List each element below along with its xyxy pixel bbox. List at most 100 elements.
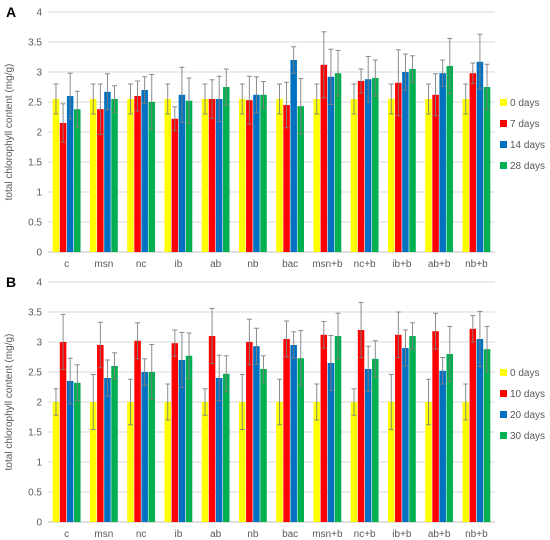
bar bbox=[432, 94, 439, 252]
bar bbox=[148, 372, 156, 522]
bar bbox=[141, 90, 148, 252]
legend-label: 7 days bbox=[510, 119, 539, 130]
chart-panel-b: B 0 0.5 1 1.5 2 2.5 3 3.5 4 total chlorophyll con… bbox=[0, 270, 550, 540]
bar bbox=[89, 402, 97, 522]
bar bbox=[439, 370, 446, 522]
panel-label-a: A bbox=[6, 4, 17, 20]
x-tick-label: ib bbox=[174, 259, 182, 270]
bar bbox=[357, 330, 365, 522]
y-tick-label: 0 bbox=[36, 518, 42, 529]
bar-chart-b: 0 0.5 1 1.5 2 2.5 3 3.5 4 total chlorophyll conte… bbox=[4, 278, 545, 540]
bar bbox=[320, 64, 328, 252]
bar bbox=[215, 378, 223, 522]
bar bbox=[476, 339, 484, 522]
bar bbox=[260, 94, 267, 252]
bar bbox=[178, 94, 186, 252]
y-tick-label: 1 bbox=[36, 458, 42, 469]
bar bbox=[171, 118, 179, 252]
bar bbox=[334, 73, 342, 252]
bar bbox=[111, 99, 118, 252]
x-tick-label: ib+b bbox=[392, 259, 412, 270]
x-tick-label: c bbox=[64, 259, 69, 270]
bar bbox=[52, 99, 60, 252]
bar bbox=[462, 99, 469, 252]
legend-swatch bbox=[500, 411, 507, 418]
bar bbox=[134, 340, 141, 522]
y-tick-label: 2 bbox=[36, 128, 42, 139]
bar bbox=[446, 354, 454, 522]
bar bbox=[208, 336, 216, 522]
bar bbox=[327, 76, 335, 252]
bar bbox=[164, 402, 171, 522]
x-tick-label: c bbox=[64, 529, 69, 540]
bar bbox=[372, 78, 379, 252]
bar bbox=[66, 96, 74, 252]
bar bbox=[178, 360, 186, 522]
bar bbox=[74, 382, 81, 522]
x-tick-label: nb bbox=[247, 259, 259, 270]
y-tick-label: 3 bbox=[36, 338, 42, 349]
bar bbox=[185, 100, 193, 252]
bar bbox=[164, 99, 171, 252]
legend-swatch bbox=[500, 141, 507, 148]
bar bbox=[66, 381, 74, 522]
y-tick-label: 1.5 bbox=[28, 428, 42, 439]
bar bbox=[372, 358, 379, 522]
y-tick-label: 4 bbox=[36, 8, 42, 19]
bar bbox=[469, 73, 477, 252]
bar bbox=[134, 96, 141, 252]
legend-label: 20 days bbox=[510, 410, 545, 421]
bar bbox=[201, 99, 209, 252]
bar bbox=[387, 402, 395, 522]
bar bbox=[59, 123, 67, 252]
x-tick-label: nb bbox=[247, 529, 259, 540]
bar bbox=[297, 358, 305, 522]
x-tick-label: ab bbox=[210, 529, 222, 540]
bar bbox=[104, 91, 111, 252]
bar bbox=[253, 94, 260, 252]
bar bbox=[223, 87, 230, 252]
bar bbox=[313, 99, 320, 252]
y-tick-label: 0.5 bbox=[28, 488, 42, 499]
bar bbox=[223, 373, 230, 522]
legend-label: 14 days bbox=[510, 140, 545, 151]
bar bbox=[201, 402, 209, 522]
x-tick-label: ab bbox=[210, 259, 222, 270]
x-tick-label: nc+b bbox=[354, 259, 376, 270]
bar bbox=[425, 99, 432, 252]
y-axis-label: total chlorophyll content (mg/g) bbox=[4, 64, 15, 201]
x-tick-label: ib+b bbox=[392, 529, 412, 540]
bar bbox=[127, 402, 134, 522]
bar bbox=[104, 378, 111, 522]
bar bbox=[469, 328, 477, 522]
bar bbox=[313, 402, 320, 522]
bar bbox=[395, 82, 402, 252]
bar bbox=[59, 342, 67, 522]
bar bbox=[425, 402, 432, 522]
bar bbox=[364, 369, 372, 522]
bar bbox=[327, 363, 335, 522]
x-tick-label: nc bbox=[136, 259, 147, 270]
bar bbox=[462, 402, 469, 522]
y-tick-label: 0 bbox=[36, 248, 42, 259]
bar bbox=[409, 336, 416, 522]
bar bbox=[215, 99, 223, 252]
bar bbox=[446, 66, 454, 252]
bar bbox=[432, 331, 439, 522]
bar bbox=[127, 99, 134, 252]
legend-label: 10 days bbox=[510, 389, 545, 400]
legend-label: 28 days bbox=[510, 161, 545, 172]
y-tick-label: 1.5 bbox=[28, 158, 42, 169]
x-tick-label: bac bbox=[282, 529, 298, 540]
y-tick-label: 3 bbox=[36, 68, 42, 79]
x-tick-label: msn bbox=[94, 529, 113, 540]
bar bbox=[402, 348, 409, 522]
bar bbox=[276, 99, 283, 252]
x-tick-label: ab+b bbox=[428, 529, 451, 540]
bar bbox=[409, 69, 416, 252]
bar bbox=[141, 372, 148, 522]
legend-swatch bbox=[500, 120, 507, 127]
bar bbox=[97, 109, 104, 252]
x-tick-label: nb+b bbox=[465, 259, 488, 270]
x-tick-label: nb+b bbox=[465, 529, 488, 540]
